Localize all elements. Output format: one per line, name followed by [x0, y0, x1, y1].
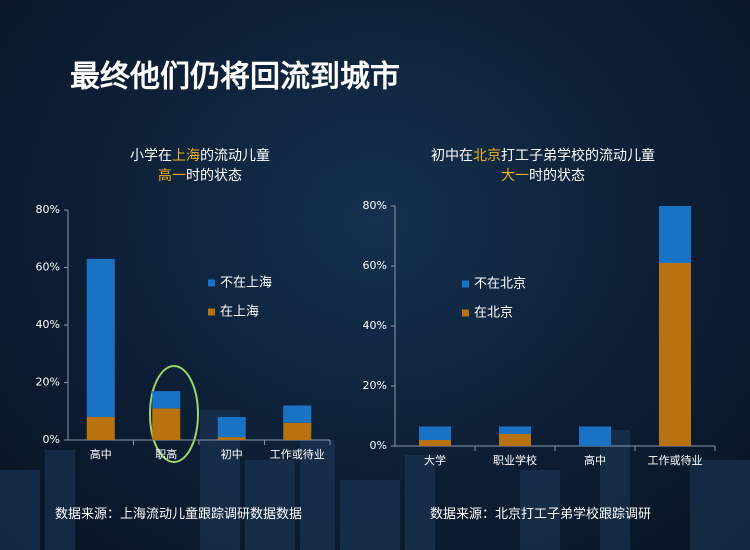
legend-label: 在北京	[474, 306, 513, 321]
bar-segment	[86, 258, 115, 417]
y-tick-label: 40%	[36, 318, 60, 331]
bar-segment	[152, 391, 181, 409]
bar-segment	[659, 206, 691, 263]
legend-swatch	[208, 279, 215, 287]
title-part: 时的状态	[186, 168, 242, 184]
y-tick-label: 40%	[363, 319, 387, 332]
y-tick-label: 80%	[363, 199, 387, 212]
source: 数据来源：上海流动儿童跟踪调研数据数据	[55, 507, 303, 522]
x-tick-label: 高中	[584, 453, 606, 467]
y-tick-label: 20%	[363, 379, 387, 392]
y-tick-label: 80%	[36, 203, 60, 216]
legend-swatch	[208, 308, 215, 316]
title-part: 的流动儿童	[200, 147, 270, 164]
chart-title: 初中在北京打工子弟学校的流动儿童	[431, 147, 655, 164]
skyline	[0, 410, 750, 550]
legend-label: 不在北京	[474, 277, 526, 292]
legend-label: 在上海	[220, 305, 259, 320]
bar-segment	[499, 426, 531, 434]
bar-segment	[419, 426, 451, 440]
bar-segment	[283, 422, 312, 440]
y-tick-label: 0%	[43, 433, 60, 446]
title-part: 时的状态	[529, 168, 585, 184]
source: 数据来源：北京打工子弟学校跟踪调研	[430, 507, 652, 522]
title-part: 打工子弟学校的流动儿童	[501, 147, 655, 164]
x-tick-label: 职业学校	[493, 453, 537, 467]
bar-segment	[152, 408, 181, 440]
title-part: 大一	[501, 168, 529, 184]
bar-segment	[419, 440, 451, 446]
title-part: 初中在	[431, 147, 473, 164]
title-part: 高一	[158, 167, 186, 184]
legend-label: 不在上海	[220, 276, 272, 291]
title-part: 北京	[473, 148, 501, 164]
legend-swatch	[462, 309, 469, 317]
bar-segment	[217, 417, 246, 438]
y-tick-label: 60%	[363, 259, 387, 272]
chart-title: 小学在上海的流动儿童	[130, 147, 270, 164]
bar-segment	[86, 417, 115, 440]
x-tick-label: 大学	[424, 453, 446, 467]
x-tick-label: 工作或待业	[648, 453, 703, 467]
title-part: 上海	[172, 148, 200, 164]
chart-title: 高一时的状态	[158, 167, 242, 184]
x-tick-label: 职高	[155, 447, 177, 461]
bar-segment	[283, 405, 312, 423]
bar-segment	[659, 263, 691, 446]
bar-segment	[579, 426, 611, 446]
legend-swatch	[462, 280, 469, 288]
highlight-ellipse	[149, 365, 199, 463]
y-tick-label: 60%	[36, 261, 60, 274]
x-tick-label: 高中	[90, 447, 112, 461]
slide-title: 最终他们仍将回流到城市	[70, 60, 400, 95]
title-part: 小学在	[130, 148, 172, 164]
bar-segment	[217, 437, 246, 440]
y-tick-label: 0%	[370, 439, 387, 452]
y-tick-label: 20%	[36, 376, 60, 389]
x-tick-label: 工作或待业	[270, 447, 325, 461]
chart-title: 大一时的状态	[501, 168, 585, 184]
x-tick-label: 初中	[221, 447, 243, 461]
bar-segment	[499, 434, 531, 446]
